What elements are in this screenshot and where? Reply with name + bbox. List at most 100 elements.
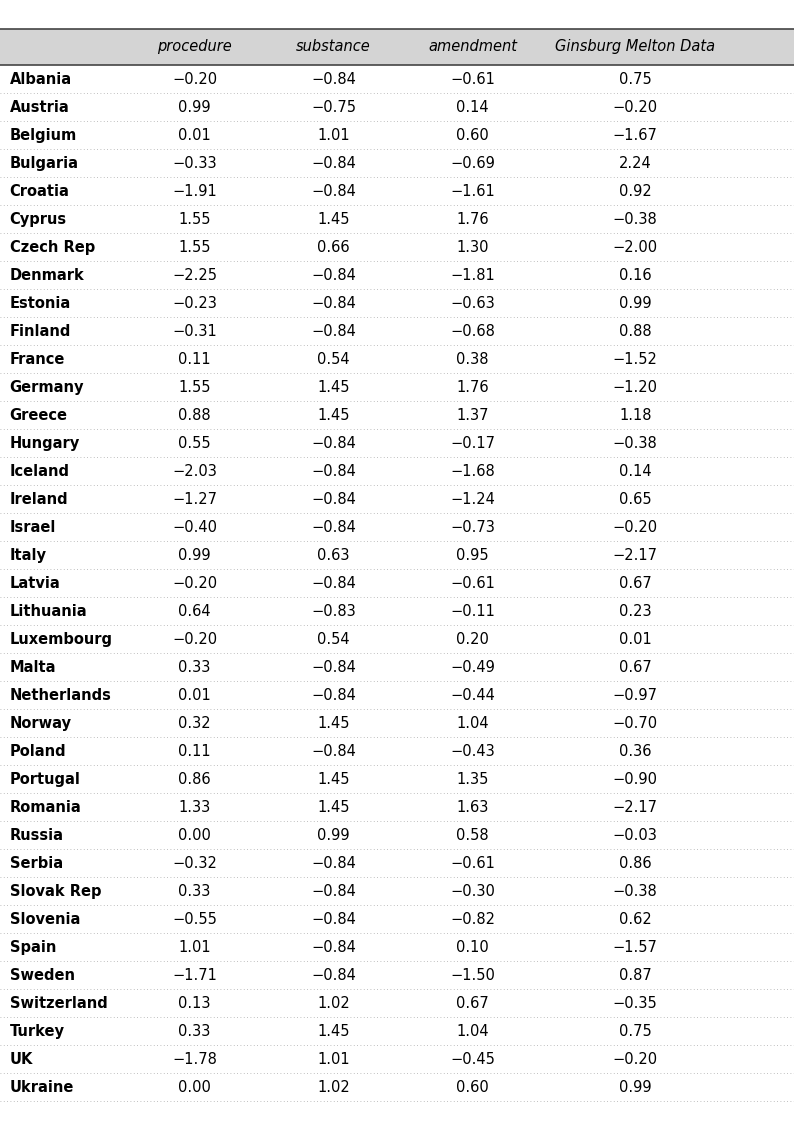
Text: Sweden: Sweden	[10, 968, 75, 983]
Text: −2.17: −2.17	[613, 800, 657, 815]
Bar	[0, 878, 794, 905]
Text: Croatia: Croatia	[10, 184, 69, 199]
Text: −0.84: −0.84	[311, 660, 356, 674]
Text: 0.92: 0.92	[619, 184, 652, 199]
Text: −0.31: −0.31	[172, 323, 217, 338]
Text: 0.63: 0.63	[318, 547, 349, 562]
Text: 1.01: 1.01	[317, 1052, 350, 1066]
Text: Romania: Romania	[10, 800, 81, 815]
Text: 0.55: 0.55	[178, 435, 211, 450]
Text: −0.97: −0.97	[613, 688, 657, 703]
Text: 0.11: 0.11	[178, 744, 211, 759]
Text: 0.23: 0.23	[619, 604, 652, 618]
Text: 0.86: 0.86	[178, 772, 211, 786]
Text: Poland: Poland	[10, 744, 66, 759]
Text: Austria: Austria	[10, 99, 69, 114]
Bar	[0, 94, 794, 121]
Bar	[0, 262, 794, 289]
Bar	[0, 654, 794, 681]
Text: 0.88: 0.88	[178, 408, 211, 423]
Text: −1.81: −1.81	[450, 267, 495, 282]
Text: −1.20: −1.20	[613, 379, 657, 394]
Text: 1.01: 1.01	[178, 940, 211, 954]
Text: France: France	[10, 352, 65, 367]
Text: 0.67: 0.67	[619, 576, 652, 591]
Text: −1.67: −1.67	[613, 128, 657, 143]
Text: 1.45: 1.45	[318, 772, 349, 786]
Text: substance: substance	[296, 39, 371, 55]
Text: 0.13: 0.13	[179, 996, 210, 1010]
Text: Czech Rep: Czech Rep	[10, 240, 94, 255]
Text: −0.84: −0.84	[311, 744, 356, 759]
Text: −0.84: −0.84	[311, 688, 356, 703]
Text: −0.61: −0.61	[450, 576, 495, 591]
Text: −0.61: −0.61	[450, 72, 495, 87]
Text: −0.84: −0.84	[311, 491, 356, 506]
Text: 0.14: 0.14	[456, 99, 489, 114]
Text: −0.17: −0.17	[450, 435, 495, 450]
Text: Albania: Albania	[10, 72, 71, 87]
Bar	[0, 401, 794, 429]
Text: 1.45: 1.45	[318, 1024, 349, 1039]
Text: Germany: Germany	[10, 379, 84, 394]
Bar	[0, 961, 794, 990]
Text: 0.60: 0.60	[456, 1080, 489, 1095]
Text: 0.54: 0.54	[317, 632, 350, 647]
Bar	[0, 821, 794, 849]
Text: 0.88: 0.88	[619, 323, 652, 338]
Text: 1.30: 1.30	[457, 240, 488, 255]
Text: 1.45: 1.45	[318, 800, 349, 815]
Text: −0.84: −0.84	[311, 435, 356, 450]
Text: 1.33: 1.33	[179, 800, 210, 815]
Text: −2.25: −2.25	[172, 267, 217, 282]
Text: 0.16: 0.16	[619, 267, 652, 282]
Text: −0.38: −0.38	[613, 884, 657, 898]
Text: Switzerland: Switzerland	[10, 996, 107, 1010]
Bar	[0, 569, 794, 597]
Text: −0.33: −0.33	[172, 155, 217, 170]
Text: 0.33: 0.33	[179, 660, 210, 674]
Text: −0.84: −0.84	[311, 323, 356, 338]
Bar	[0, 1017, 794, 1046]
Text: Turkey: Turkey	[10, 1024, 64, 1039]
Text: Latvia: Latvia	[10, 576, 60, 591]
Text: 0.33: 0.33	[179, 884, 210, 898]
Text: Portugal: Portugal	[10, 772, 80, 786]
Text: Belgium: Belgium	[10, 128, 77, 143]
Bar	[0, 793, 794, 822]
Text: Hungary: Hungary	[10, 435, 79, 450]
Text: 1.02: 1.02	[317, 1080, 350, 1095]
Bar	[0, 345, 794, 373]
Bar	[0, 177, 794, 206]
Text: −0.84: −0.84	[311, 267, 356, 282]
Text: −1.71: −1.71	[172, 968, 217, 983]
Text: 0.58: 0.58	[456, 828, 489, 842]
Bar	[0, 934, 794, 961]
Text: 0.60: 0.60	[456, 128, 489, 143]
Text: −1.57: −1.57	[613, 940, 657, 954]
Text: −1.68: −1.68	[450, 464, 495, 479]
Text: −0.20: −0.20	[613, 99, 657, 114]
Text: −0.84: −0.84	[311, 155, 356, 170]
Text: −0.40: −0.40	[172, 520, 217, 535]
Text: −0.84: −0.84	[311, 968, 356, 983]
Text: −1.91: −1.91	[172, 184, 217, 199]
Bar	[0, 29, 794, 65]
Text: −0.49: −0.49	[450, 660, 495, 674]
Text: −0.43: −0.43	[450, 744, 495, 759]
Text: 2.24: 2.24	[619, 155, 652, 170]
Text: −0.68: −0.68	[450, 323, 495, 338]
Text: 1.45: 1.45	[318, 408, 349, 423]
Text: Estonia: Estonia	[10, 296, 71, 311]
Text: 1.63: 1.63	[457, 800, 488, 815]
Text: 0.64: 0.64	[178, 604, 211, 618]
Bar	[0, 430, 794, 457]
Text: −1.61: −1.61	[450, 184, 495, 199]
Text: 0.54: 0.54	[317, 352, 350, 367]
Text: −0.03: −0.03	[613, 828, 657, 842]
Text: 1.55: 1.55	[179, 379, 210, 394]
Text: −0.45: −0.45	[450, 1052, 495, 1066]
Text: −0.38: −0.38	[613, 435, 657, 450]
Text: −0.84: −0.84	[311, 72, 356, 87]
Text: amendment: amendment	[428, 39, 517, 55]
